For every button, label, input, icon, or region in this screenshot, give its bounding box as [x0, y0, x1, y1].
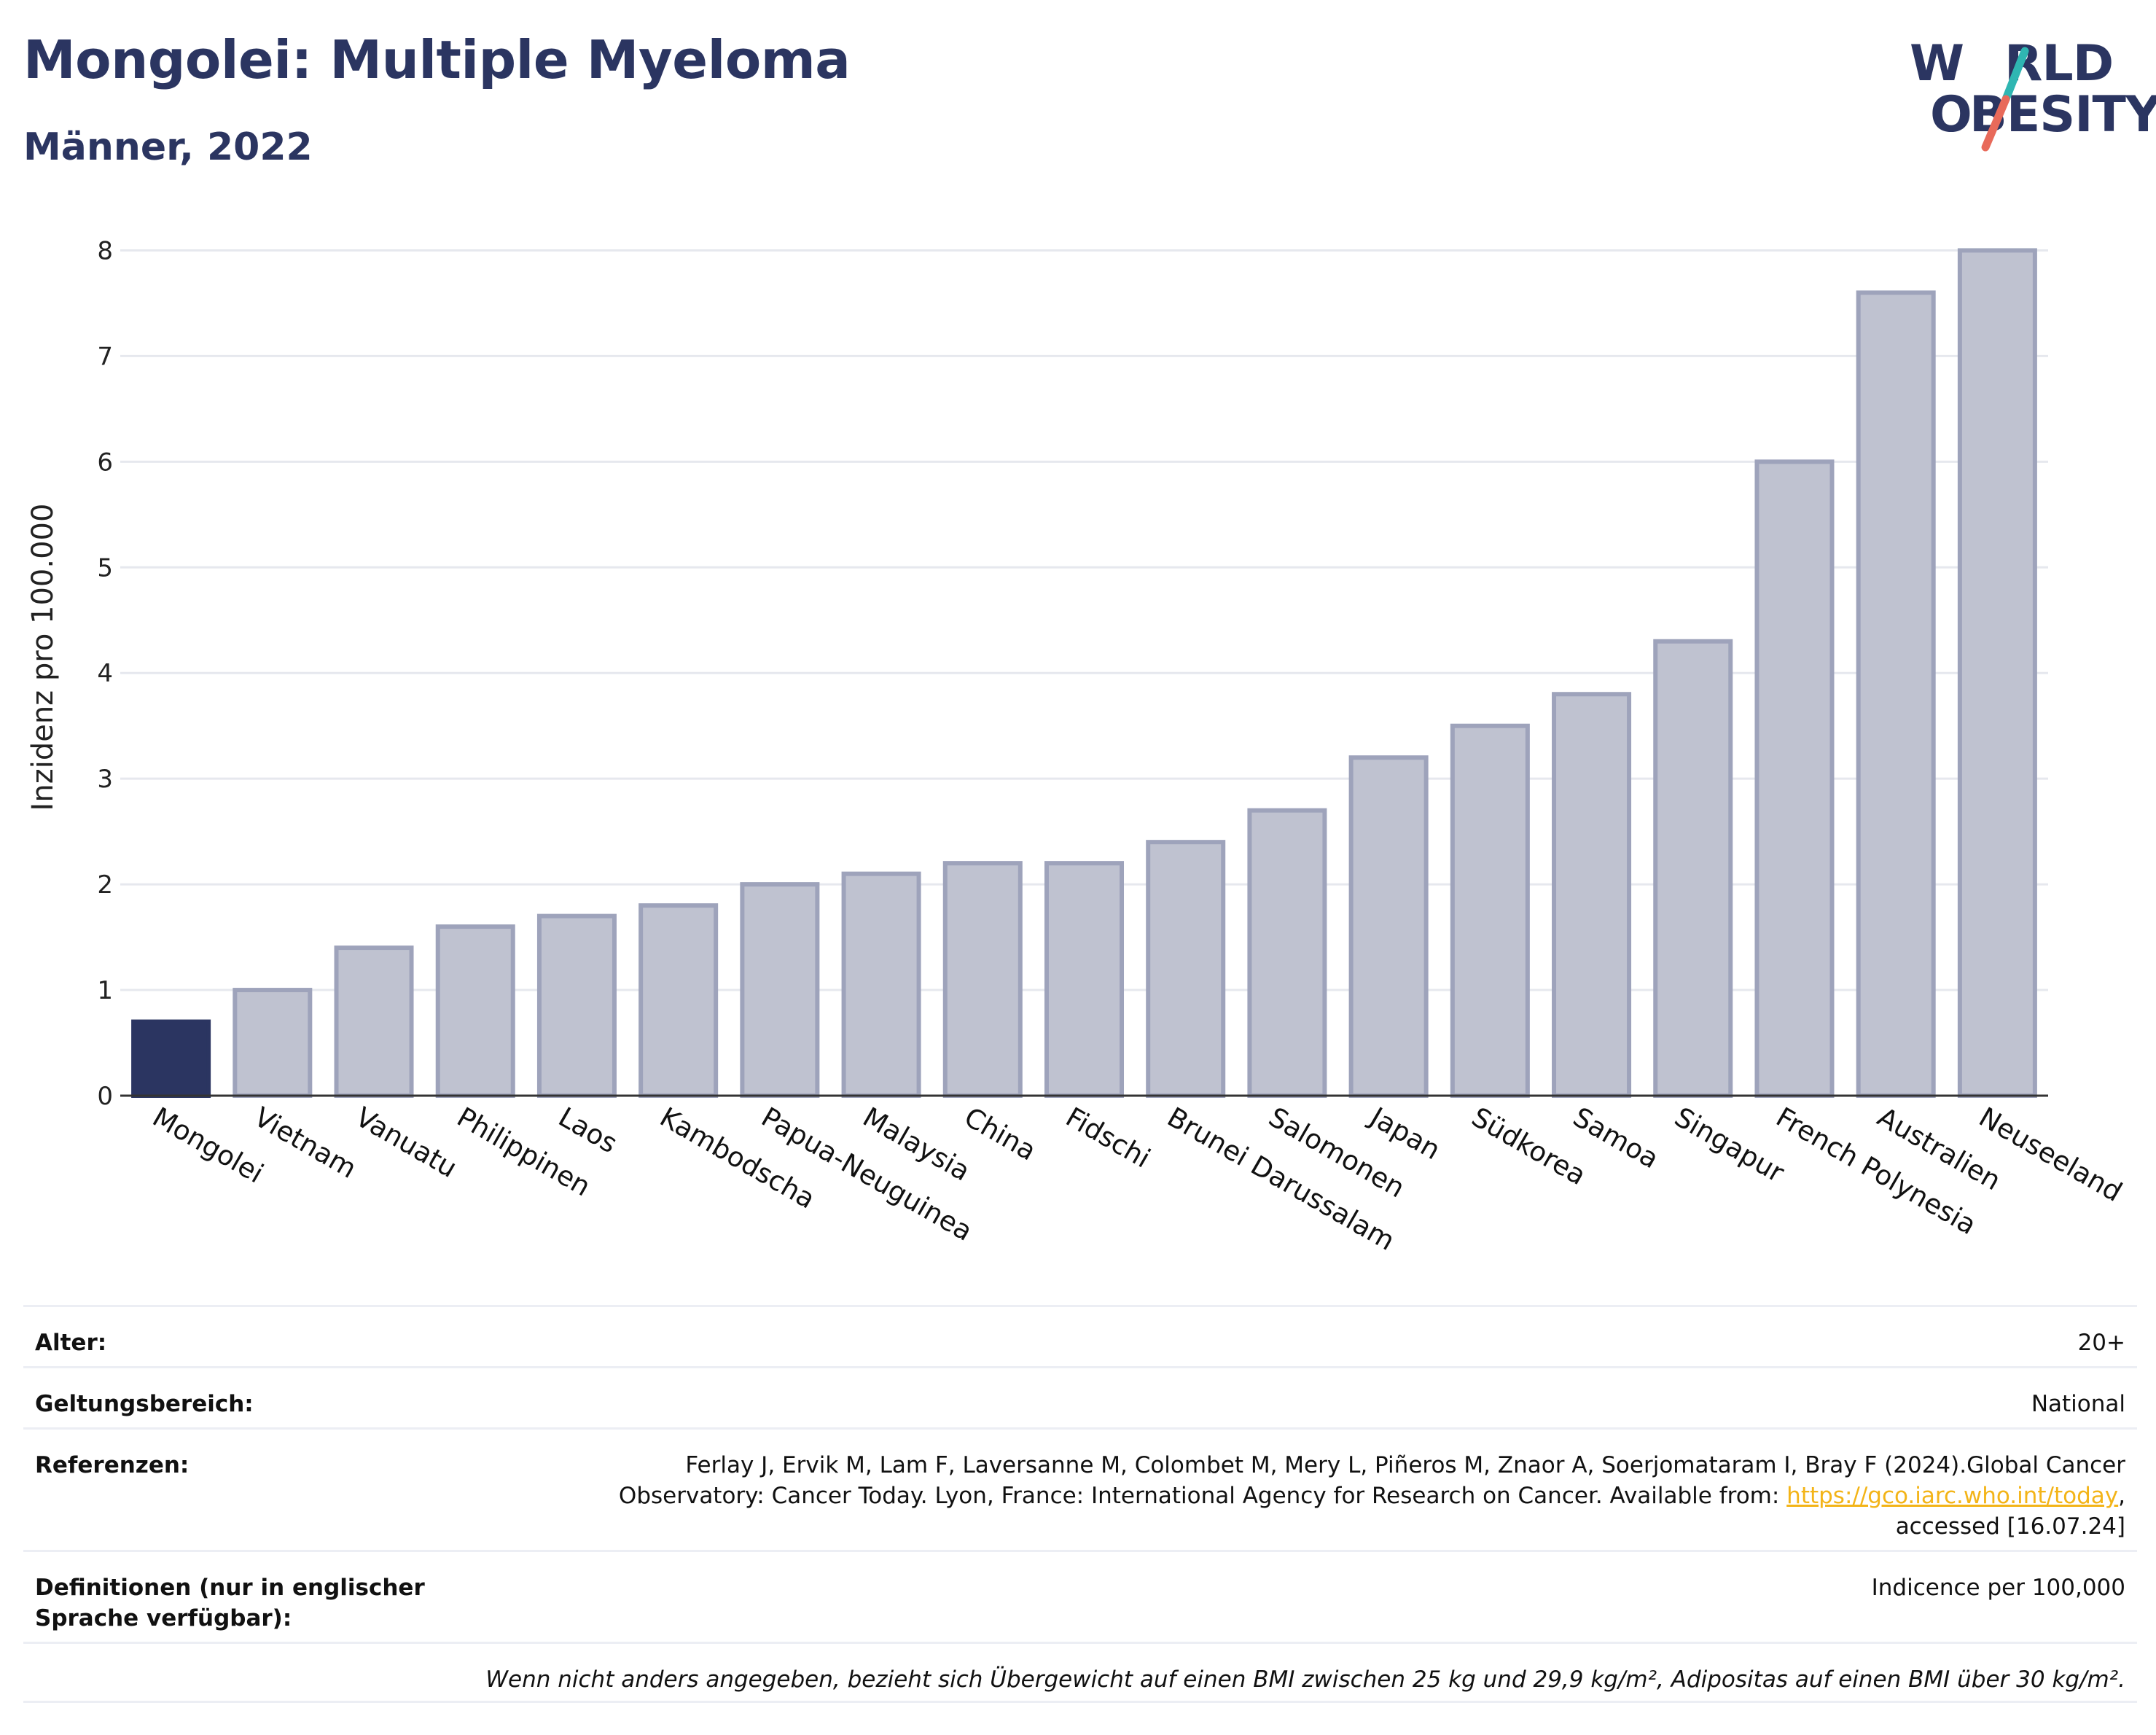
- bar-japan: [1348, 755, 1429, 1098]
- scope-label: Geltungsbereich:: [35, 1391, 254, 1417]
- info-row-definitions: Definitionen (nur in englischer Sprache …: [23, 1550, 2137, 1642]
- page-title: Mongolei: Multiple Myeloma: [23, 29, 851, 90]
- age-label: Alter:: [35, 1330, 107, 1356]
- bar-brunei-darussalam: [1146, 840, 1226, 1098]
- footnote: Wenn nicht anders angegeben, bezieht sic…: [485, 1666, 2125, 1693]
- age-value: 20+: [2077, 1330, 2125, 1356]
- references-label: Referenzen:: [35, 1452, 190, 1478]
- references-link[interactable]: https://gco.iarc.who.int/today: [1786, 1483, 2119, 1509]
- bar-papua-neuguinea: [740, 882, 820, 1098]
- y-tick-label: 4: [97, 659, 113, 688]
- bar-samoa: [1552, 692, 1632, 1098]
- bar-salomonen: [1247, 808, 1327, 1098]
- y-tick-label: 5: [97, 553, 113, 582]
- y-tick-label: 3: [97, 765, 113, 794]
- x-tick-label: Vanuatu: [351, 1102, 463, 1185]
- x-tick-label: Neuseeland: [1974, 1102, 2128, 1209]
- y-tick-label: 6: [97, 448, 113, 477]
- info-row-scope: Geltungsbereich: National: [23, 1366, 2137, 1427]
- x-tick-label: China: [959, 1102, 1042, 1167]
- bar-fidschi: [1044, 861, 1125, 1099]
- x-tick-label: Fidschi: [1061, 1102, 1155, 1174]
- logo-word-top: W RLD: [1910, 35, 2114, 93]
- references-line-3: accessed [16.07.24]: [1895, 1513, 2125, 1540]
- definitions-value: Indicence per 100,000: [1871, 1575, 2125, 1601]
- references-value: Ferlay J, Ervik M, Lam F, Laversanne M, …: [619, 1450, 2125, 1550]
- info-row-note: Wenn nicht anders angegeben, bezieht sic…: [23, 1642, 2137, 1703]
- y-tick-label: 8: [97, 236, 113, 265]
- bar-neuseeland: [1957, 248, 2037, 1098]
- bar-philippinen: [435, 924, 515, 1099]
- logo-slash-icon: [1981, 47, 2029, 152]
- bar-chart: 0 1 2 3 4 5 6 7 8 MongoleiVietnamVanuatuPhilippi…: [26, 236, 2128, 1257]
- y-tick-label: 0: [97, 1082, 113, 1111]
- bar-südkorea: [1450, 723, 1530, 1098]
- x-tick-label: Singapur: [1669, 1102, 1790, 1189]
- info-table: Alter: 20+ Geltungsbereich: National Ref…: [23, 1305, 2137, 1703]
- y-axis-label: Inzidenz pro 100.000: [26, 504, 60, 811]
- info-row-age: Alter: 20+: [23, 1305, 2137, 1366]
- info-row-references: Referenzen: Ferlay J, Ervik M, Lam F, La…: [23, 1427, 2137, 1550]
- bar-china: [942, 861, 1023, 1099]
- bar-kambodscha: [638, 903, 719, 1098]
- bars: [131, 248, 2037, 1099]
- bar-mongolei: [131, 1019, 211, 1098]
- x-tick-label: Japan: [1364, 1101, 1446, 1166]
- y-axis-ticks: 0 1 2 3 4 5 6 7 8: [97, 236, 113, 1111]
- bar-australien: [1856, 290, 1936, 1098]
- bar-french-polynesia: [1754, 459, 1835, 1098]
- x-tick-label: Südkorea: [1466, 1102, 1591, 1192]
- y-tick-label: 1: [97, 976, 113, 1005]
- bar-malaysia: [841, 871, 921, 1098]
- y-tick-label: 2: [97, 870, 113, 900]
- page-subtitle: Männer, 2022: [23, 125, 313, 169]
- x-tick-label: Laos: [553, 1102, 622, 1160]
- x-tick-label: Vietnam: [249, 1102, 362, 1185]
- references-line-2: Observatory: Cancer Today. Lyon, France:…: [618, 1483, 2125, 1509]
- scope-value: National: [2031, 1391, 2125, 1417]
- references-line-1: Ferlay J, Ervik M, Lam F, Laversanne M, …: [685, 1452, 2125, 1478]
- x-tick-label: Mongolei: [147, 1102, 269, 1190]
- bar-vietnam: [233, 988, 313, 1098]
- y-tick-label: 7: [97, 342, 113, 371]
- world-obesity-logo: W RLD OBESITY: [1895, 29, 2156, 160]
- definitions-label: Definitionen (nur in englischer Sprache …: [35, 1575, 425, 1631]
- bar-laos: [536, 913, 617, 1098]
- bar-singapur: [1653, 639, 1733, 1098]
- bar-vanuatu: [334, 946, 414, 1099]
